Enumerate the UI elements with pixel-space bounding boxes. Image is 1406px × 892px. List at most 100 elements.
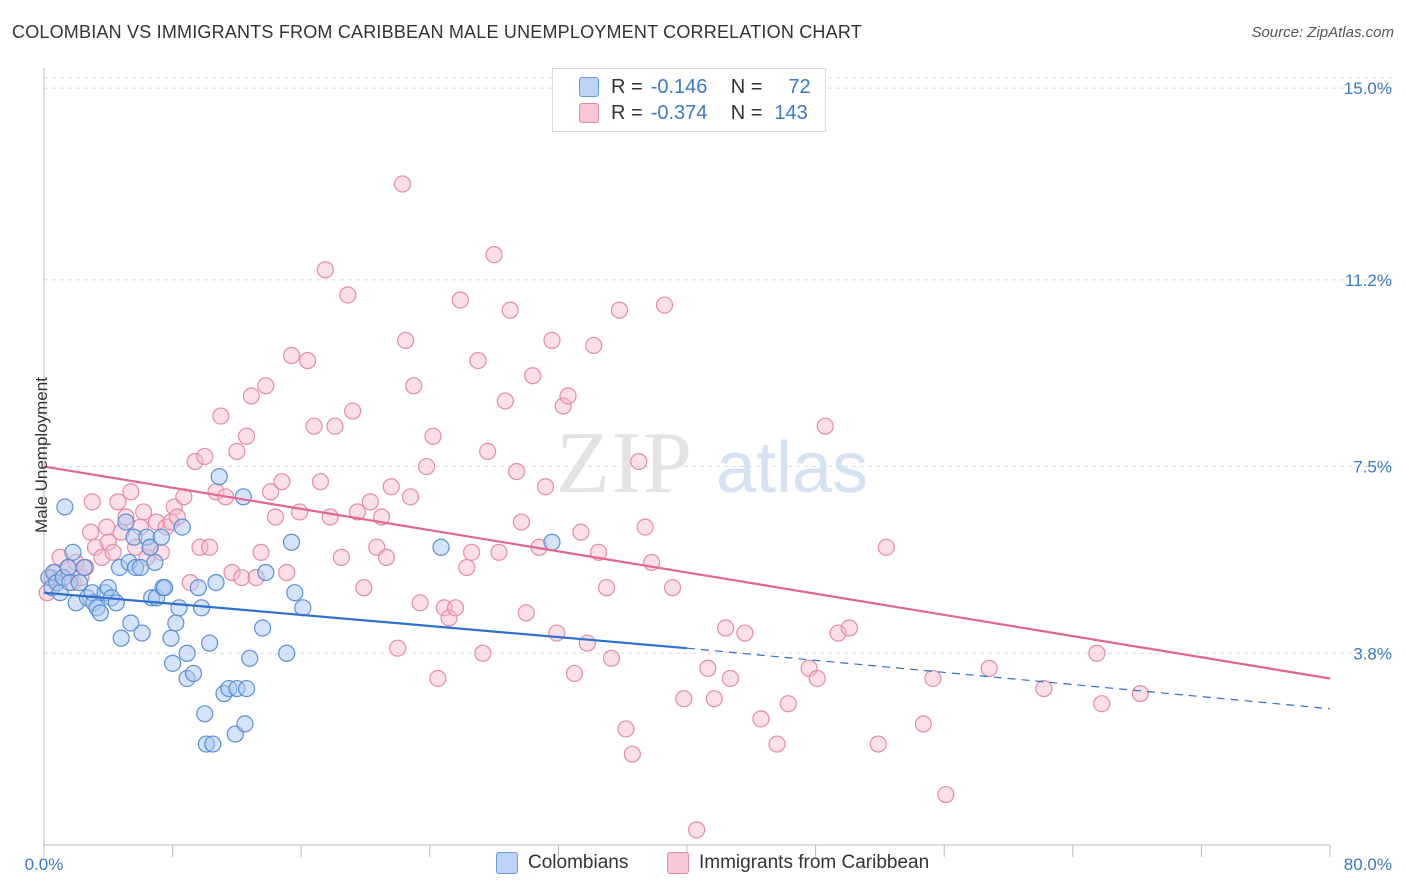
correlation-legend: R = -0.146 N = 72 R = -0.374 N = 143 [552,68,826,132]
data-point-colombians [178,644,196,662]
tick-labels: 3.8% 7.5% 11.2% 15.0% 0.0% 80.0% [25,79,1392,874]
data-point-caribbean [937,785,955,804]
data-point-colombians [162,629,180,647]
x-tick-label: 80.0% [1344,855,1392,874]
data-point-caribbean [462,543,481,561]
data-point-caribbean [623,745,641,763]
legend-row-colombians: R = -0.146 N = 72 [553,74,811,100]
data-point-caribbean [816,417,834,435]
data-point-colombians [112,629,130,647]
data-point-caribbean [829,624,847,642]
data-point-caribbean [716,619,735,637]
data-point-caribbean [393,175,412,193]
data-point-caribbean [501,301,519,319]
data-point-colombians [204,735,222,753]
data-point-caribbean [191,538,209,556]
data-point-caribbean [688,821,706,839]
data-point-colombians [184,664,203,683]
series-colombians-points [40,468,561,753]
data-point-caribbean [311,473,330,491]
legend-r-label: R = [611,75,643,98]
legend-swatch-blue [579,77,599,97]
data-point-caribbean [517,604,535,622]
data-point-caribbean [610,301,629,319]
legend-swatch-pink [579,103,599,123]
data-point-caribbean [405,377,423,395]
data-point-caribbean [914,715,932,733]
data-point-caribbean [602,649,621,667]
data-point-caribbean [1035,679,1053,698]
data-point-caribbean [424,427,442,445]
data-point-caribbean [768,735,786,753]
data-point-caribbean [429,669,447,688]
data-point-caribbean [840,619,858,637]
data-point-caribbean [135,503,153,521]
series-caribbean-points [38,175,1149,839]
data-point-caribbean [446,599,465,617]
watermark: ZIP atlas [556,415,868,512]
data-point-caribbean [1093,695,1111,713]
legend-swatch-blue [496,852,518,874]
data-point-caribbean [980,659,998,677]
data-point-caribbean [344,402,362,420]
data-point-colombians [107,594,125,612]
data-point-colombians [254,619,272,637]
data-point-caribbean [1088,644,1106,662]
data-point-caribbean [508,462,526,481]
data-point-caribbean [675,690,693,708]
data-point-caribbean [512,513,531,531]
legend-label-caribbean: Immigrants from Caribbean [699,852,930,873]
source-label: Source: ZipAtlas.com [1251,24,1394,41]
data-point-caribbean [122,483,140,501]
data-point-colombians [75,558,93,577]
legend-label-colombians: Colombians [528,852,629,873]
data-point-caribbean [196,447,214,466]
data-point-caribbean [598,579,616,597]
data-point-caribbean [440,609,458,627]
legend-row-caribbean: R = -0.374 N = 143 [553,100,808,126]
data-point-colombians [56,498,74,516]
legend-item-caribbean: Immigrants from Caribbean [667,852,929,874]
data-point-colombians [59,558,77,577]
data-point-colombians [170,599,188,617]
data-point-caribbean [109,493,127,511]
data-point-colombians [167,614,185,632]
data-point-caribbean [252,543,270,561]
data-point-colombians [286,584,304,602]
y-tick-label: 3.8% [1353,644,1392,663]
data-point-caribbean [200,538,219,556]
data-point-caribbean [299,351,317,370]
data-point-caribbean [779,695,797,713]
data-point-caribbean [186,452,204,471]
data-point-caribbean [1131,685,1149,703]
data-point-caribbean [326,417,344,435]
data-point-caribbean [417,457,436,476]
data-point-colombians [282,533,301,551]
data-point-caribbean [869,735,887,753]
data-point-caribbean [699,659,717,677]
legend-n-value: 143 [774,101,808,124]
data-point-caribbean [617,720,635,738]
y-axis-label: Male Unemployment [32,377,51,533]
data-point-colombians [122,614,140,632]
data-point-caribbean [212,407,230,425]
data-point-caribbean [705,690,723,708]
series-legend: Colombians Immigrants from Caribbean [0,852,1406,878]
data-point-caribbean [389,639,407,657]
data-point-caribbean [451,291,469,309]
data-point-caribbean [223,563,241,582]
legend-n-label: N = [730,101,763,124]
data-point-colombians [64,543,82,561]
data-point-colombians [257,563,275,582]
watermark-atlas: atlas [716,428,868,508]
data-point-caribbean [99,533,117,551]
data-point-caribbean [282,346,301,365]
data-point-caribbean [228,442,246,461]
data-point-caribbean [321,508,339,526]
trend-lines [43,465,1331,710]
data-point-caribbean [559,387,577,405]
data-point-caribbean [290,503,309,521]
data-point-colombians [196,705,214,723]
data-point-caribbean [458,558,476,577]
